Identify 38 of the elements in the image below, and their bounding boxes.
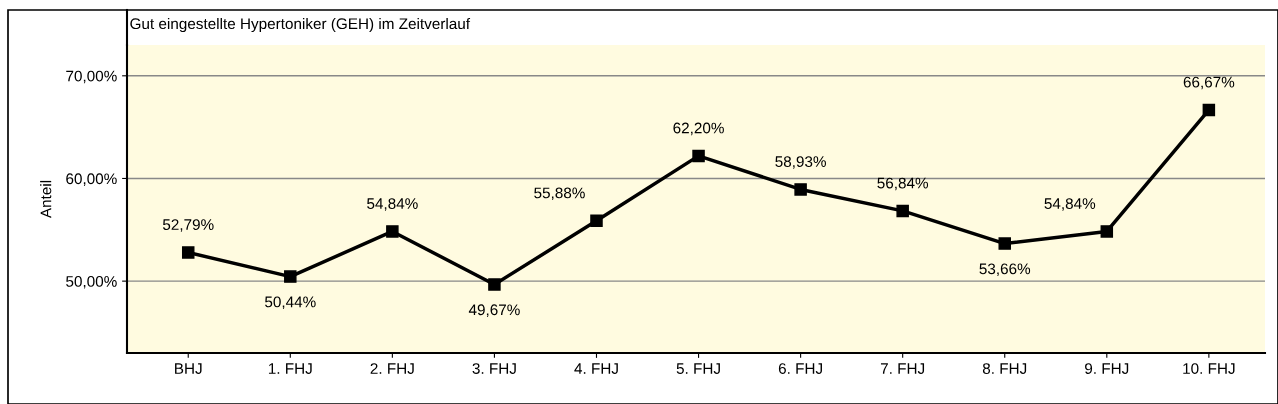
point — [998, 237, 1011, 250]
point — [488, 278, 501, 291]
data-label: 66,67% — [1183, 76, 1235, 90]
data-label: 54,84% — [367, 198, 418, 211]
chart-title: Gut eingestellte Hypertoniker (GEH) im Zeitverlauf — [130, 17, 471, 33]
y-tick-label: 60,00% — [66, 173, 117, 186]
point — [692, 149, 705, 163]
x-tick-label: 1. FHJ — [268, 363, 312, 374]
data-label: 50,44% — [265, 296, 316, 310]
y-axis-title: Anteil — [40, 180, 52, 219]
point — [181, 246, 195, 259]
x-tick-label: 8. FHJ — [982, 363, 1027, 374]
x-tick-label: 2. FHJ — [370, 363, 414, 374]
x-tick-label: 7. FHJ — [880, 363, 925, 374]
point — [1100, 225, 1114, 238]
x-tick-label: 5. FHJ — [676, 363, 720, 374]
x-tick-label: 6. FHJ — [778, 363, 822, 374]
data-label: 54,84% — [1044, 198, 1096, 211]
x-tick-label: 10. FHJ — [1183, 363, 1235, 374]
data-label: 52,79% — [162, 219, 214, 232]
point — [794, 183, 807, 196]
point — [1202, 103, 1216, 117]
data-label: 53,66% — [979, 263, 1031, 277]
x-tick-label: 4. FHJ — [574, 363, 618, 374]
point — [590, 214, 603, 228]
x-tick-label: 9. FHJ — [1085, 363, 1129, 374]
data-label: 49,67% — [468, 304, 520, 317]
point — [386, 225, 399, 238]
data-label: 58,93% — [775, 156, 826, 169]
point — [896, 204, 909, 218]
x-tick-label: BHJ — [175, 363, 202, 374]
y-tick-label: 50,00% — [66, 276, 117, 289]
point — [284, 270, 297, 283]
x-tick-label: 3. FHJ — [472, 363, 516, 374]
data-label: 62,20% — [673, 122, 724, 136]
data-label: 55,88% — [534, 187, 585, 201]
y-tick-label: 70,00% — [66, 70, 117, 84]
data-label: 56,84% — [877, 177, 929, 191]
